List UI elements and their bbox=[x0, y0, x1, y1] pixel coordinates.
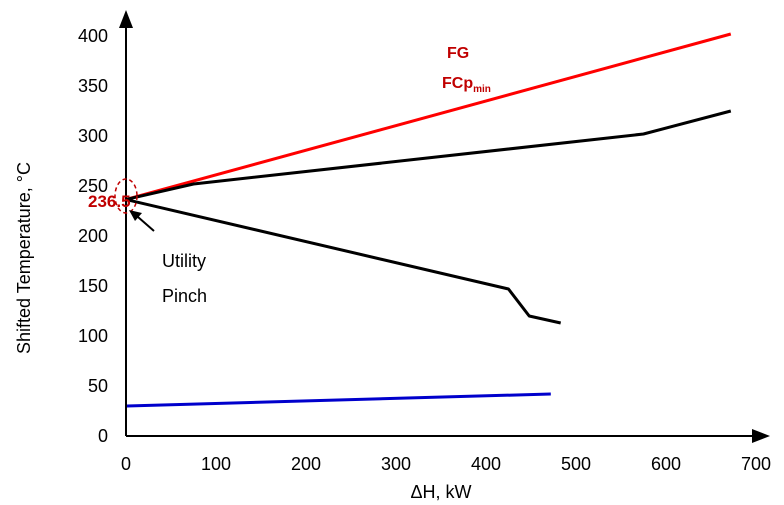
fcp-label: FCpmin bbox=[442, 75, 491, 95]
pinch-arrow-head bbox=[129, 210, 142, 221]
y-tick-label: 200 bbox=[78, 226, 108, 246]
x-tick-label: 300 bbox=[381, 454, 411, 474]
x-tick-label: 700 bbox=[741, 454, 771, 474]
y-tick-label: 300 bbox=[78, 126, 108, 146]
x-axis-title: ΔH, kW bbox=[410, 482, 471, 502]
y-axis-arrow bbox=[119, 10, 133, 28]
y-tick-label: 100 bbox=[78, 326, 108, 346]
y-axis bbox=[119, 10, 133, 436]
y-axis-title: Shifted Temperature, °C bbox=[14, 162, 34, 354]
x-axis bbox=[126, 429, 770, 443]
fcp-subscript: min bbox=[473, 84, 491, 95]
y-tick-label: 400 bbox=[78, 26, 108, 46]
x-axis-arrow bbox=[752, 429, 770, 443]
series-line-4 bbox=[125, 392, 551, 408]
plot-series bbox=[125, 32, 732, 408]
x-tick-label: 0 bbox=[121, 454, 131, 474]
y-tick-label: 0 bbox=[98, 426, 108, 446]
y-tick-labels: 0 50 100 150 200 250 300 350 400 bbox=[78, 26, 108, 446]
series-line-2 bbox=[125, 109, 732, 201]
y-tick-label: 250 bbox=[78, 176, 108, 196]
fg-label: FG bbox=[447, 45, 469, 62]
x-tick-label: 200 bbox=[291, 454, 321, 474]
x-tick-label: 600 bbox=[651, 454, 681, 474]
utility-pinch-line2: Pinch bbox=[162, 286, 207, 306]
fcp-main: FCp bbox=[442, 75, 473, 92]
series-line-1 bbox=[125, 32, 732, 201]
pinch-arrow-shaft bbox=[137, 216, 155, 232]
y-tick-label: 350 bbox=[78, 76, 108, 96]
pinch-circle bbox=[114, 178, 138, 214]
series-line-3 bbox=[125, 198, 562, 325]
y-tick-label: 150 bbox=[78, 276, 108, 296]
y-tick-label: 50 bbox=[88, 376, 108, 396]
x-tick-label: 500 bbox=[561, 454, 591, 474]
x-tick-labels: 0 100 200 300 400 500 600 700 bbox=[121, 454, 771, 474]
utility-pinch-line1: Utility bbox=[162, 251, 206, 271]
pinch-value-label: 236.5 bbox=[88, 192, 131, 211]
x-tick-label: 400 bbox=[471, 454, 501, 474]
x-tick-label: 100 bbox=[201, 454, 231, 474]
